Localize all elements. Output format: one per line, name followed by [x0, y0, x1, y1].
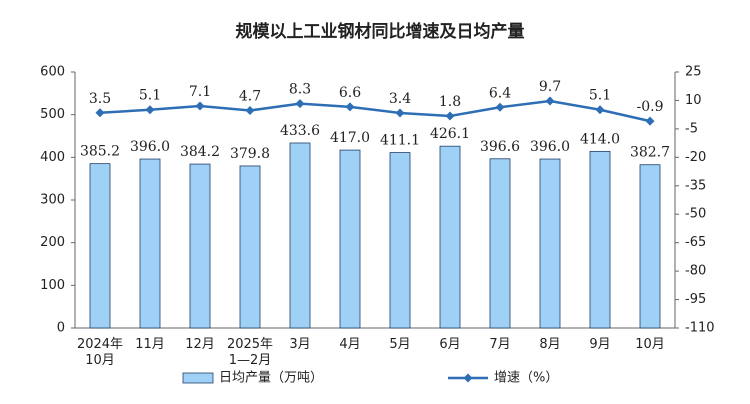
line-value-label: 8.3: [289, 82, 311, 98]
bar: [289, 142, 311, 329]
y2-tick-label: -110: [685, 321, 715, 336]
x-tick-label: 12月: [185, 337, 215, 352]
bar: [189, 163, 211, 329]
line-value-label: 6.6: [339, 85, 361, 101]
bar-value-label: 382.7: [630, 145, 670, 161]
line-marker: [295, 99, 305, 109]
x-tick-label: 3月: [289, 337, 310, 352]
line-marker: [545, 96, 555, 106]
bar: [239, 165, 261, 329]
bar: [489, 158, 511, 329]
x-tick-label: 2025年 1—2月: [227, 337, 273, 368]
line-value-label: 1.8: [439, 94, 461, 110]
line: [99, 99, 651, 123]
line-marker: [195, 101, 205, 111]
bar: [589, 150, 611, 329]
bar-value-label: 396.0: [530, 139, 570, 155]
bar: [639, 164, 661, 329]
line-value-label: 7.1: [189, 84, 211, 100]
bar: [389, 152, 411, 329]
y2-tick-label: -65: [685, 235, 706, 250]
line-marker: [445, 111, 455, 121]
x-tick-label: 6月: [439, 337, 460, 352]
y2-tick-label: -35: [685, 178, 706, 193]
x-tick-label: 10月: [635, 337, 665, 352]
y-tick-label: 0: [57, 321, 65, 336]
line-marker: [645, 116, 655, 126]
bar-value-label: 426.1: [430, 126, 470, 142]
bar: [339, 149, 361, 329]
line-marker: [395, 108, 405, 118]
y2-tick-label: -95: [685, 292, 706, 307]
line-value-label: 3.5: [89, 91, 111, 107]
y2-tick-label: -5: [685, 121, 698, 136]
y-tick-label: 600: [40, 65, 65, 80]
bar-value-label: 411.1: [380, 133, 420, 149]
line-marker: [95, 108, 105, 118]
line-value-label: 5.1: [589, 88, 611, 104]
y2-tick-label: 25: [685, 65, 702, 80]
y-tick-label: 200: [40, 235, 65, 250]
bar-value-label: 384.2: [180, 144, 220, 160]
bar: [139, 158, 161, 329]
x-tick-label: 4月: [339, 337, 360, 352]
y-tick-label: 400: [40, 150, 65, 165]
line-value-label: 3.4: [389, 91, 411, 107]
x-tick-label: 5月: [389, 337, 410, 352]
legend-marker: [463, 373, 473, 383]
bar-value-label: 417.0: [330, 130, 370, 146]
bar: [89, 163, 111, 329]
bar-value-label: 414.0: [580, 131, 620, 147]
y2-tick-label: 10: [685, 93, 702, 108]
line-marker: [245, 105, 255, 115]
x-tick-label: 8月: [539, 337, 560, 352]
y2-tick-label: -50: [685, 207, 706, 222]
line-marker: [595, 105, 605, 115]
bar: [539, 158, 561, 329]
y-tick-label: 300: [40, 193, 65, 208]
x-tick-label: 9月: [589, 337, 610, 352]
legend-label: 日均产量（万吨）: [219, 371, 323, 386]
line-marker: [495, 102, 505, 112]
bar-value-label: 396.0: [130, 139, 170, 155]
line-value-label: 9.7: [539, 79, 561, 95]
bar-value-label: 385.2: [80, 144, 120, 160]
legend-label: 增速（%）: [494, 371, 558, 386]
line-value-label: -0.9: [637, 99, 664, 115]
bar-value-label: 396.6: [480, 139, 520, 155]
x-tick-label: 11月: [135, 337, 165, 352]
bar: [439, 145, 461, 329]
bar-value-label: 379.8: [230, 146, 270, 162]
y-tick-label: 100: [40, 278, 65, 293]
y2-tick-label: -80: [685, 264, 706, 279]
line-marker: [345, 102, 355, 112]
y2-tick-label: -20: [685, 150, 706, 165]
y-tick-label: 500: [40, 107, 65, 122]
bar-value-label: 433.6: [280, 123, 320, 139]
line-value-label: 4.7: [239, 88, 261, 104]
line-marker: [145, 105, 155, 115]
x-tick-label: 2024年 10月: [77, 337, 123, 368]
line-value-label: 5.1: [139, 88, 161, 104]
chart-title: 规模以上工业钢材同比增速及日均产量: [236, 21, 525, 42]
legend-swatch: [182, 372, 214, 384]
x-tick-label: 7月: [489, 337, 510, 352]
line-value-label: 6.4: [489, 85, 511, 101]
